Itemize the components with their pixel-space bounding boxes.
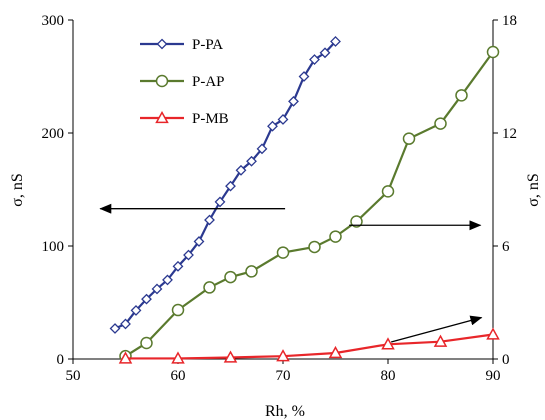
x-axis-title: Rh, %: [265, 403, 305, 420]
series-p-pa: [109, 36, 341, 334]
legend-marker-p-ap: [155, 74, 169, 88]
data-point-p-pa: [319, 47, 331, 59]
data-point-p-pa: [151, 283, 163, 295]
legend-label-p-pa: P-PA: [192, 37, 223, 53]
data-point-p-mb: [171, 351, 185, 364]
x-tick-label: 70: [276, 368, 291, 384]
x-tick-label: 60: [171, 368, 186, 384]
data-point-p-ap: [434, 117, 447, 130]
data-point-p-ap: [276, 246, 290, 259]
data-point-p-pa: [246, 155, 257, 167]
series-line-p-mb: [125, 333, 494, 360]
data-point-p-pa: [172, 260, 184, 272]
series-layer: [109, 36, 500, 364]
x-tick-label: 90: [486, 368, 501, 384]
legend-label-p-ap: P-AP: [192, 74, 225, 90]
data-point-p-ap: [402, 132, 416, 145]
y-right-tick-label: 0: [502, 352, 510, 368]
data-point-p-mb: [433, 334, 448, 347]
y-axis-left-title: σ, nS: [9, 173, 26, 207]
data-point-p-mb: [328, 345, 343, 359]
series-line-p-pa: [114, 40, 337, 330]
data-point-p-pa: [309, 54, 320, 65]
data-point-p-ap: [224, 270, 237, 284]
y-right-tick-label: 12: [502, 126, 517, 142]
data-point-p-pa: [235, 164, 247, 176]
legend-label-p-mb: P-MB: [192, 111, 229, 127]
data-point-p-pa: [330, 36, 341, 47]
data-point-p-pa: [193, 236, 205, 247]
legend-item-p-pa: P-PA: [140, 37, 223, 53]
arrows: [99, 203, 483, 343]
y-left-tick-label: 100: [42, 239, 65, 255]
data-point-p-pa: [225, 180, 236, 192]
data-point-p-pa: [214, 196, 226, 208]
y-axis-right-title: σ, nS: [525, 173, 542, 207]
data-point-p-pa: [141, 293, 152, 305]
data-point-p-pa: [298, 71, 310, 82]
data-point-p-mb: [223, 350, 238, 363]
y-left-tick-label: 0: [57, 352, 65, 368]
legend-marker-p-mb: [155, 110, 169, 124]
data-point-p-mb: [276, 349, 290, 362]
arrow-to-right-axis-mb: [390, 315, 483, 343]
legend-marker-p-pa: [156, 38, 168, 50]
y-left-tick-label: 300: [42, 13, 65, 29]
data-point-p-ap: [140, 336, 153, 350]
x-tick-label: 80: [381, 368, 396, 384]
legend: P-PA P-AP P-MB: [140, 37, 229, 127]
data-point-p-ap: [486, 45, 500, 59]
y-left-tick-label: 200: [42, 126, 65, 142]
data-point-p-ap: [308, 240, 321, 254]
data-point-p-pa: [204, 214, 215, 226]
data-point-p-pa: [267, 120, 278, 132]
data-point-p-mb: [118, 351, 133, 364]
data-point-p-pa: [277, 114, 289, 125]
data-point-p-pa: [120, 318, 131, 330]
legend-item-p-mb: P-MB: [140, 110, 229, 127]
series-p-mb: [118, 327, 500, 364]
data-point-p-ap: [203, 281, 216, 294]
data-point-p-ap: [245, 265, 258, 278]
legend-item-p-ap: P-AP: [140, 74, 225, 90]
data-point-p-ap: [381, 185, 395, 198]
data-point-p-pa: [288, 95, 299, 107]
y-right-tick-label: 18: [502, 13, 517, 29]
x-tick-label: 50: [66, 368, 81, 384]
data-point-p-pa: [109, 323, 121, 334]
data-point-p-pa: [183, 249, 194, 261]
y-right-tick-label: 6: [502, 239, 510, 255]
data-point-p-ap: [171, 303, 185, 317]
data-point-p-mb: [381, 337, 395, 350]
series-p-ap: [119, 45, 500, 363]
data-point-p-ap: [329, 230, 342, 243]
data-point-p-ap: [455, 89, 468, 102]
data-point-p-ap: [350, 215, 363, 228]
data-point-p-pa: [256, 143, 268, 155]
data-point-p-pa: [130, 304, 142, 316]
data-point-p-pa: [162, 274, 173, 286]
data-point-p-mb: [486, 327, 500, 340]
